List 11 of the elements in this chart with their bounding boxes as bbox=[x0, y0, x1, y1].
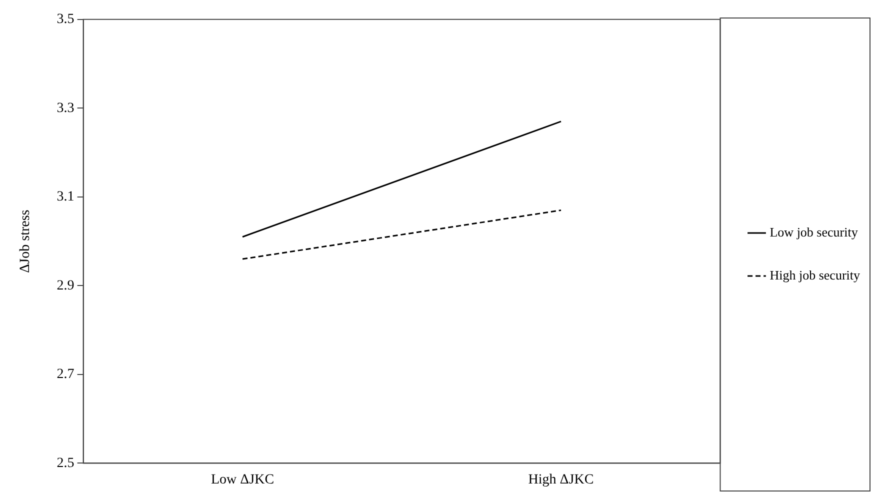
x-tick-label: Low ΔJKC bbox=[211, 472, 274, 488]
y-tick-label: 2.9 bbox=[56, 278, 74, 294]
y-tick-label: 3.1 bbox=[56, 190, 74, 205]
legend-label: Low job security bbox=[770, 224, 858, 240]
x-tick-label: High ΔJKC bbox=[528, 472, 594, 488]
y-tick-label: 2.7 bbox=[56, 367, 74, 382]
y-tick-label: 2.5 bbox=[56, 456, 74, 471]
y-tick-label: 3.5 bbox=[56, 12, 74, 28]
y-axis-title: ΔJob stress bbox=[18, 210, 34, 273]
y-tick-label: 3.3 bbox=[56, 100, 74, 116]
legend-label: High job security bbox=[770, 267, 860, 282]
